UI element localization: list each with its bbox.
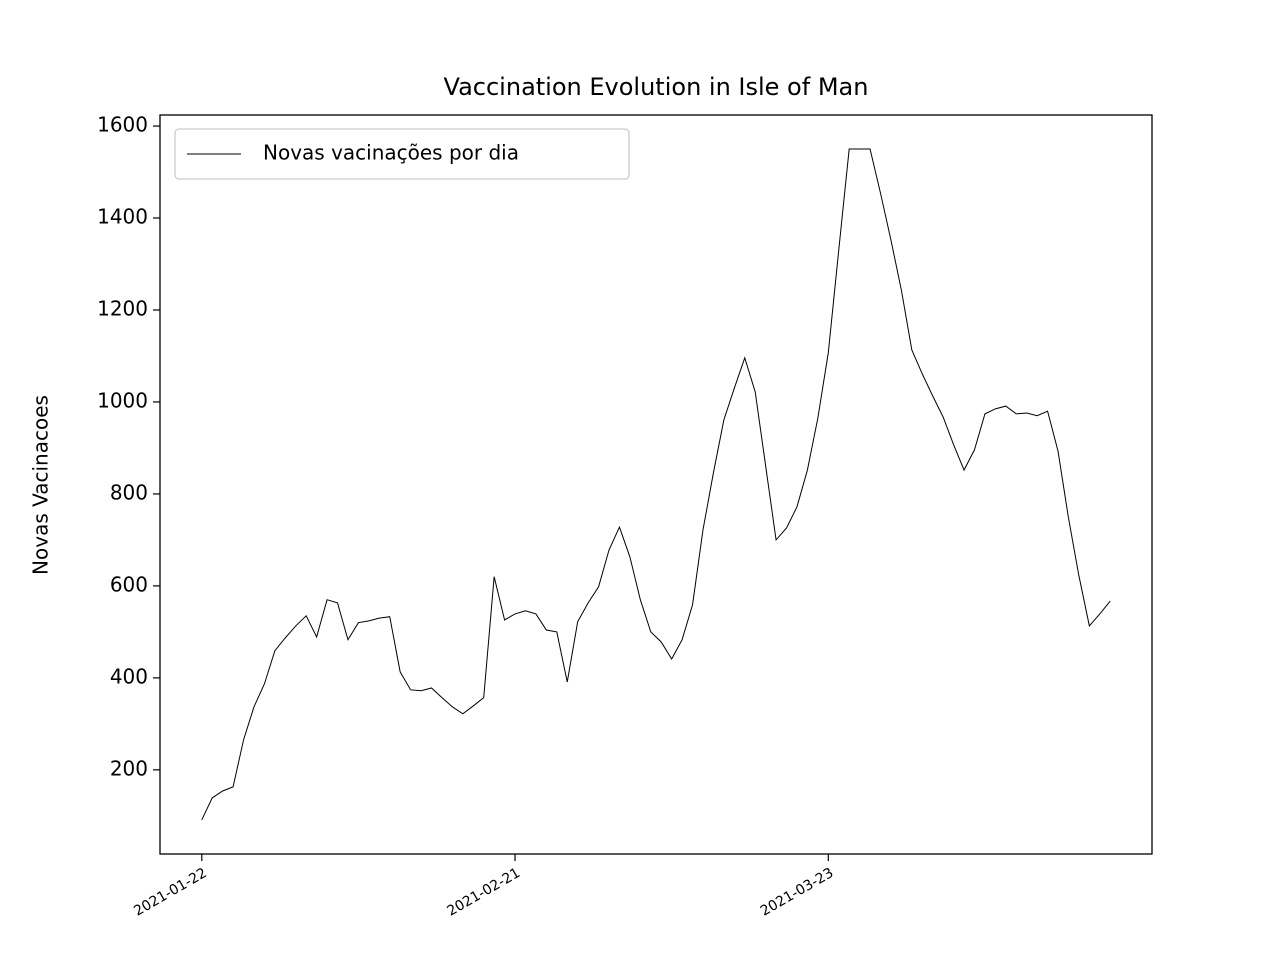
legend: Novas vacinações por dia (174, 128, 630, 180)
legend-box (174, 128, 630, 180)
y-tick-label: 1600 (97, 113, 148, 137)
y-tick-label: 1000 (97, 388, 148, 412)
y-tick-label: 800 (110, 480, 148, 504)
x-axis-label: Date (632, 959, 680, 960)
y-tick-label: 600 (110, 572, 148, 596)
y-tick-label: 400 (110, 664, 148, 688)
y-tick-label: 1400 (97, 205, 148, 229)
legend-label: Novas vacinações por dia (263, 141, 519, 165)
y-tick-label: 1200 (97, 296, 148, 320)
y-tick-label: 200 (110, 756, 148, 780)
y-axis-label: Novas Vacinacoes (29, 395, 53, 575)
chart-title: Vaccination Evolution in Isle of Man (444, 73, 869, 101)
plot-frame (159, 114, 1153, 855)
data-line (201, 148, 1111, 821)
